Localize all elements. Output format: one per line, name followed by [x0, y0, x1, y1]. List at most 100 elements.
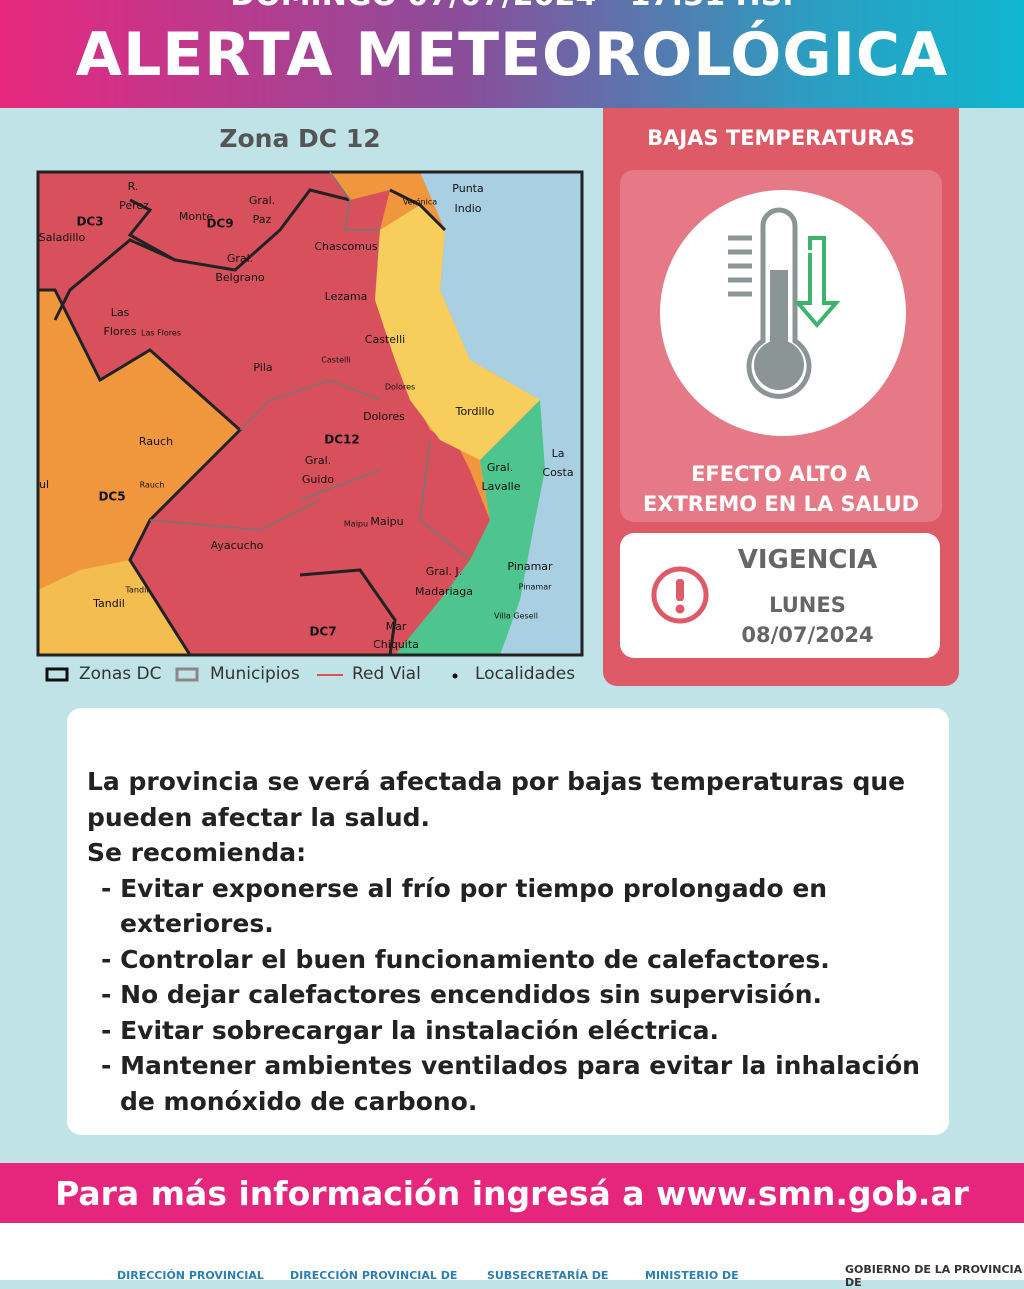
- map-label: Gral.: [305, 454, 331, 467]
- map-label: Las Flores: [141, 329, 181, 338]
- body-item: - Evitar exponerse al frío por tiempo pr…: [101, 873, 828, 939]
- legend-item: Zonas DC: [79, 664, 162, 684]
- body-text: La provincia se verá afectada por bajas …: [87, 764, 937, 1119]
- legend-swatch: [452, 673, 458, 679]
- map-label: Chascomus: [314, 240, 378, 253]
- map-label: Pila: [253, 361, 272, 374]
- map-label: Tordillo: [455, 405, 495, 418]
- map-label: Las: [111, 306, 130, 319]
- map-label: Villa Gesell: [494, 612, 538, 621]
- map-label: Tandil: [92, 597, 125, 610]
- municipio-borders: [149, 171, 471, 561]
- map-label: ul: [39, 478, 49, 491]
- body-intro: La provincia se verá afectada por bajas …: [87, 767, 906, 832]
- map-label: Perez: [119, 199, 149, 212]
- body-item: - Mantener ambientes ventilados para evi…: [101, 1051, 920, 1116]
- map-label: Belgrano: [215, 271, 265, 284]
- map-label: Flores: [104, 325, 137, 338]
- body-item: - Evitar sobrecargar la instalación eléc…: [101, 1015, 719, 1045]
- icon-circle: [660, 190, 906, 436]
- legend-swatch: [317, 674, 343, 676]
- map-label: Maipu: [344, 520, 368, 529]
- body-recommend: Se recomienda:: [87, 838, 307, 867]
- map-label: Saladillo: [39, 231, 86, 244]
- effect-text: EFECTO ALTO A: [691, 462, 871, 486]
- map-label: Gral.: [487, 461, 513, 474]
- legend-item: Localidades: [475, 664, 576, 684]
- map-label: Dolores: [385, 383, 415, 392]
- map-label: Castelli: [365, 333, 405, 346]
- warning-icon: [651, 566, 709, 624]
- legend-swatch: [45, 667, 69, 682]
- header-title: ALERTA METEOROLÓGICA: [75, 20, 949, 90]
- map-label: Costa: [542, 466, 573, 479]
- map-label: Pinamar: [507, 560, 553, 573]
- map-label: Guido: [302, 473, 335, 486]
- yellow-zone-sw: [38, 560, 190, 655]
- map-label: Rauch: [139, 435, 173, 448]
- map-label: Tandil: [124, 586, 148, 595]
- map-label: DC7: [309, 625, 336, 639]
- map-label: Madariaga: [415, 585, 473, 598]
- body-items: - Evitar exponerse al frío por tiempo pr…: [87, 871, 937, 1120]
- map-label: Gral.: [227, 252, 253, 265]
- map-label: Maipu: [370, 515, 403, 528]
- validity-box: VIGENCIA LUNES 08/07/2024: [620, 533, 940, 658]
- map-label: DC5: [98, 490, 125, 504]
- map-label: DC9: [206, 217, 233, 231]
- logo-text: DIRECCIÓN PROVINCIAL DE: [290, 1269, 458, 1282]
- map-label: Paz: [253, 213, 272, 226]
- map-label: DC12: [324, 433, 359, 447]
- sea: [390, 172, 582, 655]
- header: DOMINGO 07/07/2024 - 17:31 HS. ALERTA ME…: [0, 0, 1024, 108]
- yellow-zone: [375, 205, 540, 460]
- validity-date: 08/07/2024: [741, 623, 874, 647]
- map-title: Zona DC 12: [219, 124, 381, 153]
- thermometer-icon: [728, 207, 841, 399]
- header-date: DOMINGO 07/07/2024 - 17:31 HS.: [0, 0, 1024, 13]
- map-label: Gral.: [249, 194, 275, 207]
- logo-text: MINISTERIO DE: [645, 1269, 739, 1282]
- map-label: Gral. J.: [426, 565, 463, 578]
- map-label: Ayacucho: [211, 539, 264, 552]
- logo-text: DIRECCIÓN PROVINCIAL: [117, 1269, 264, 1282]
- validity-title: VIGENCIA: [737, 545, 878, 575]
- body-item: - Controlar el buen funcionamiento de ca…: [101, 944, 830, 974]
- alert-panel: BAJAS TEMPERATURAS EFECTO ALTO A EXTREMO…: [603, 108, 959, 686]
- legend-item: Red Vial: [352, 664, 421, 684]
- logo-text: GOBIERNO DE LA PROVINCIA DE: [845, 1263, 1023, 1289]
- map-label: DC3: [76, 215, 103, 229]
- body-box: La provincia se verá afectada por bajas …: [67, 708, 949, 1135]
- alert-type: BAJAS TEMPERATURAS: [647, 126, 915, 150]
- map-label: Verónica: [403, 197, 437, 207]
- zone-borders: [36, 170, 584, 657]
- map-label: Mar: [386, 620, 407, 633]
- validity-day: LUNES: [769, 593, 846, 617]
- logo-text: SUBSECRETARÍA DE: [487, 1269, 609, 1282]
- map-label: Castelli: [321, 356, 350, 365]
- map-label: Pinamar: [519, 583, 553, 592]
- legend-swatch: [175, 667, 199, 682]
- effect-text: EXTREMO EN LA SALUD: [642, 492, 920, 516]
- footer-logos: DIRECCIÓN PROVINCIAL DIRECCIÓN PROVINCIAL…: [0, 1223, 1024, 1289]
- map-label: Punta: [452, 182, 483, 195]
- map-legend: Zonas DC Municipios Red Vial Localidades: [45, 664, 605, 688]
- body-item: - No dejar calefactores encendidos sin s…: [101, 980, 823, 1009]
- map-label: Dolores: [363, 410, 405, 423]
- green-zone: [395, 400, 545, 655]
- map-label: Chiquita: [373, 638, 419, 651]
- map-label: R.: [128, 180, 139, 193]
- map-label: Lezama: [325, 290, 368, 303]
- red-zone: [38, 172, 490, 655]
- map-label: Rauch: [140, 481, 165, 490]
- map-label: Indio: [455, 202, 482, 215]
- map-label: Lavalle: [482, 480, 521, 493]
- map-label: Monte: [179, 210, 214, 223]
- map-label: La: [552, 447, 565, 460]
- effect-box: EFECTO ALTO A EXTREMO EN LA SALUD: [620, 170, 942, 522]
- legend-item: Municipios: [210, 664, 300, 684]
